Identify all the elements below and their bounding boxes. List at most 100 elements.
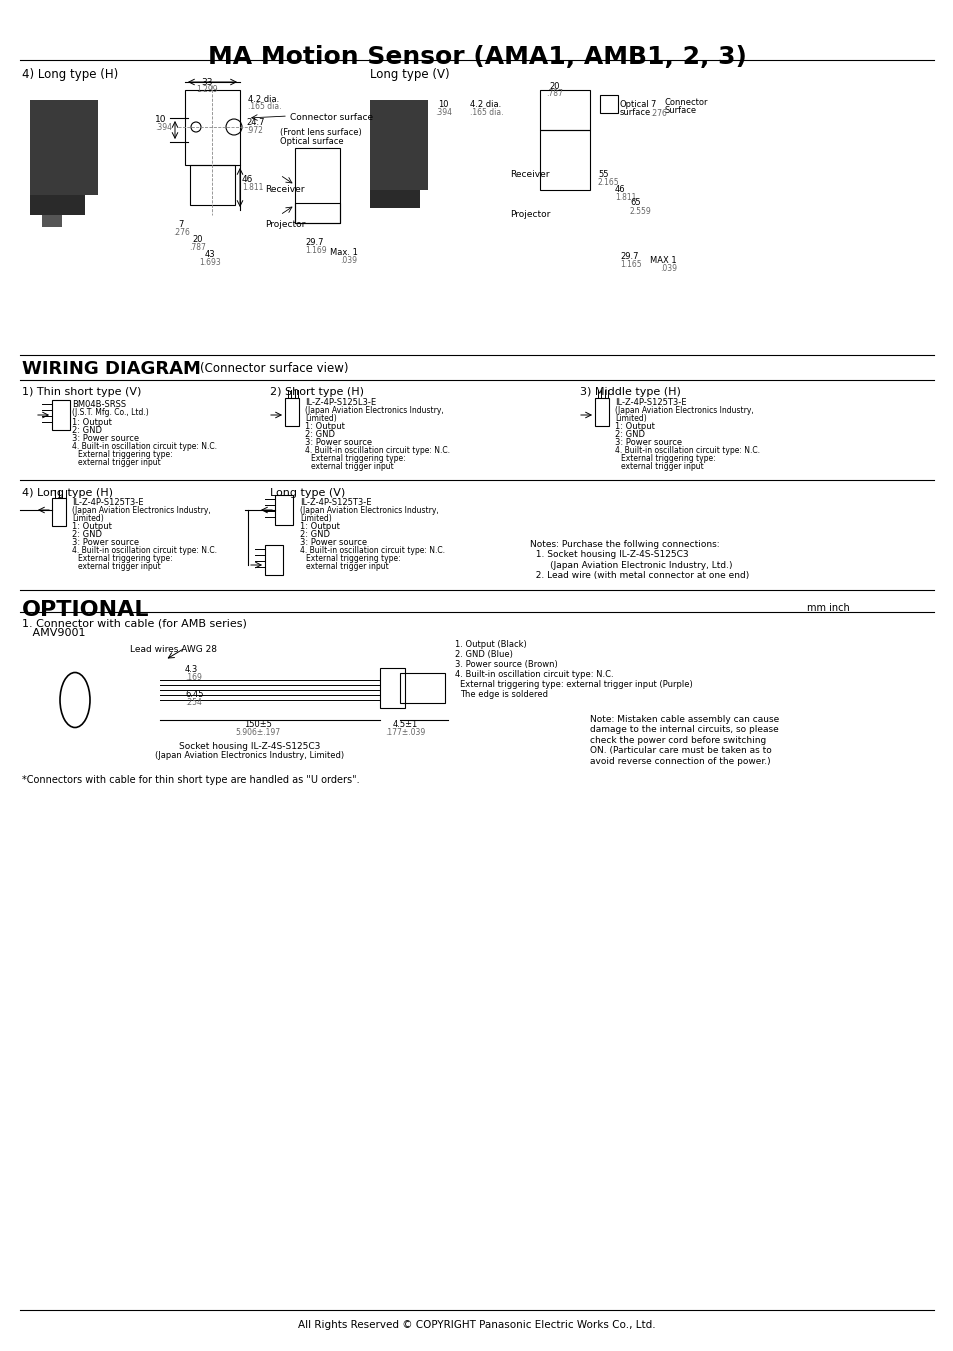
Bar: [285, 399, 298, 426]
Text: 1.169: 1.169: [305, 246, 326, 255]
Text: Connector surface: Connector surface: [290, 113, 373, 122]
Text: 20: 20: [193, 235, 203, 245]
Text: 1: Output: 1: Output: [299, 521, 339, 531]
Text: 1.693: 1.693: [199, 258, 221, 267]
Text: .787: .787: [546, 89, 563, 99]
Text: .394: .394: [154, 123, 172, 132]
Text: Max. 1: Max. 1: [330, 249, 357, 257]
Text: 46: 46: [242, 176, 253, 184]
Text: 6.45: 6.45: [185, 690, 203, 698]
Text: 1.165: 1.165: [619, 259, 641, 269]
Text: 1. Output (Black): 1. Output (Black): [455, 640, 526, 648]
Text: Notes: Purchase the follwing connections:
  1. Socket housing IL-Z-4S-S125C3
   : Notes: Purchase the follwing connections…: [530, 540, 748, 580]
Text: 4. Built-in oscillation circuit type: N.C.: 4. Built-in oscillation circuit type: N.…: [615, 446, 760, 455]
Text: Surface: Surface: [664, 105, 697, 115]
Text: 2. GND (Blue): 2. GND (Blue): [455, 650, 513, 659]
Text: 10: 10: [154, 115, 167, 124]
Text: 1: Output: 1: Output: [305, 422, 345, 431]
Text: 24.7: 24.7: [246, 118, 264, 127]
Text: 4) Long type (H): 4) Long type (H): [22, 68, 118, 81]
Bar: [595, 399, 608, 426]
Text: IL-Z-4P-S125T3-E: IL-Z-4P-S125T3-E: [615, 399, 686, 407]
Text: 1.811: 1.811: [615, 193, 636, 203]
Text: 2.559: 2.559: [629, 207, 651, 216]
Text: 1.299: 1.299: [196, 85, 217, 95]
Text: .169: .169: [185, 673, 202, 682]
Text: 3: Power source: 3: Power source: [299, 538, 367, 547]
Text: 7: 7: [649, 100, 655, 109]
Text: MA Motion Sensor (AMA1, AMB1, 2, 3): MA Motion Sensor (AMA1, AMB1, 2, 3): [208, 45, 745, 69]
Text: 4.2 dia.: 4.2 dia.: [470, 100, 500, 109]
Text: 4.5±1: 4.5±1: [392, 720, 417, 730]
Text: .394: .394: [435, 108, 452, 118]
Bar: [370, 190, 419, 208]
Text: 65: 65: [629, 199, 640, 207]
Text: mm inch: mm inch: [806, 603, 849, 613]
Bar: [265, 544, 283, 576]
Text: Socket housing IL-Z-4S-S125C3: Socket housing IL-Z-4S-S125C3: [179, 742, 320, 751]
Text: external trigger input: external trigger input: [78, 458, 161, 467]
Text: 43: 43: [205, 250, 215, 259]
Bar: [539, 130, 589, 190]
Text: .276: .276: [172, 228, 190, 236]
Text: 55: 55: [598, 170, 608, 178]
Text: BM04B-SRSS: BM04B-SRSS: [71, 400, 126, 409]
Text: (Japan Aviation Electronics Industry, Limited): (Japan Aviation Electronics Industry, Li…: [155, 751, 344, 761]
Text: external trigger input: external trigger input: [620, 462, 703, 471]
Text: AMV9001: AMV9001: [22, 628, 86, 638]
Text: 5.906±.197: 5.906±.197: [235, 728, 280, 738]
Text: .039: .039: [659, 263, 677, 273]
Text: (J.S.T. Mfg. Co., Ltd.): (J.S.T. Mfg. Co., Ltd.): [71, 408, 149, 417]
Text: 20: 20: [549, 82, 559, 91]
Text: Note: Mistaken cable assembly can cause
damage to the internal circuits, so plea: Note: Mistaken cable assembly can cause …: [589, 715, 779, 766]
Text: Long type (V): Long type (V): [370, 68, 449, 81]
Text: 4. Built-in oscillation circuit type: N.C.: 4. Built-in oscillation circuit type: N.…: [71, 442, 216, 451]
Text: (Front lens surface): (Front lens surface): [280, 128, 361, 136]
Text: External triggering type:: External triggering type:: [78, 450, 172, 459]
Text: 1: Output: 1: Output: [71, 521, 112, 531]
Bar: [399, 673, 444, 703]
Text: 1: Output: 1: Output: [71, 417, 112, 427]
Text: .276: .276: [649, 109, 666, 118]
Text: external trigger input: external trigger input: [306, 562, 388, 571]
Text: .165 dia.: .165 dia.: [470, 108, 503, 118]
Text: 29.7: 29.7: [305, 238, 323, 247]
Text: (Japan Aviation Electronics Industry,: (Japan Aviation Electronics Industry,: [305, 407, 443, 415]
Text: external trigger input: external trigger input: [311, 462, 394, 471]
Text: External triggering type:: External triggering type:: [311, 454, 405, 463]
Text: 4. Built-in oscillation circuit type: N.C.: 4. Built-in oscillation circuit type: N.…: [71, 546, 216, 555]
Text: 2) Short type (H): 2) Short type (H): [270, 386, 364, 397]
Text: Lead wires AWG 28: Lead wires AWG 28: [130, 644, 216, 654]
Text: 4.3: 4.3: [185, 665, 198, 674]
Text: External triggering type:: External triggering type:: [620, 454, 715, 463]
Text: 3. Power source (Brown): 3. Power source (Brown): [455, 661, 558, 669]
Text: 33: 33: [201, 78, 213, 86]
Text: 1) Thin short type (V): 1) Thin short type (V): [22, 386, 141, 397]
Bar: [294, 149, 339, 223]
Text: Receiver: Receiver: [265, 185, 304, 195]
Text: .787: .787: [190, 243, 206, 253]
Text: 2: GND: 2: GND: [71, 530, 102, 539]
Text: 3: Power source: 3: Power source: [305, 438, 372, 447]
Text: Limited): Limited): [299, 513, 332, 523]
Text: IL-Z-4P-S125L3-E: IL-Z-4P-S125L3-E: [305, 399, 375, 407]
Text: 1. Connector with cable (for AMB series): 1. Connector with cable (for AMB series): [22, 617, 247, 628]
Text: 46: 46: [615, 185, 625, 195]
Text: Limited): Limited): [71, 513, 104, 523]
Text: .039: .039: [339, 255, 356, 265]
Text: Connector: Connector: [664, 99, 708, 107]
Bar: [30, 195, 85, 215]
Text: 7: 7: [178, 220, 183, 230]
Text: 2: GND: 2: GND: [305, 430, 335, 439]
Bar: [370, 100, 428, 190]
Text: 4) Long type (H): 4) Long type (H): [22, 488, 112, 499]
Text: Optical surface: Optical surface: [280, 136, 343, 146]
Text: 3) Middle type (H): 3) Middle type (H): [579, 386, 680, 397]
Text: surface: surface: [619, 108, 651, 118]
Text: .254: .254: [185, 698, 202, 707]
Bar: [52, 499, 66, 526]
Text: (Japan Aviation Electronics Industry,: (Japan Aviation Electronics Industry,: [299, 507, 438, 515]
Text: External triggering type:: External triggering type:: [78, 554, 172, 563]
Text: 2: GND: 2: GND: [615, 430, 644, 439]
Text: 4. Built-in oscillation circuit type: N.C.: 4. Built-in oscillation circuit type: N.…: [305, 446, 450, 455]
